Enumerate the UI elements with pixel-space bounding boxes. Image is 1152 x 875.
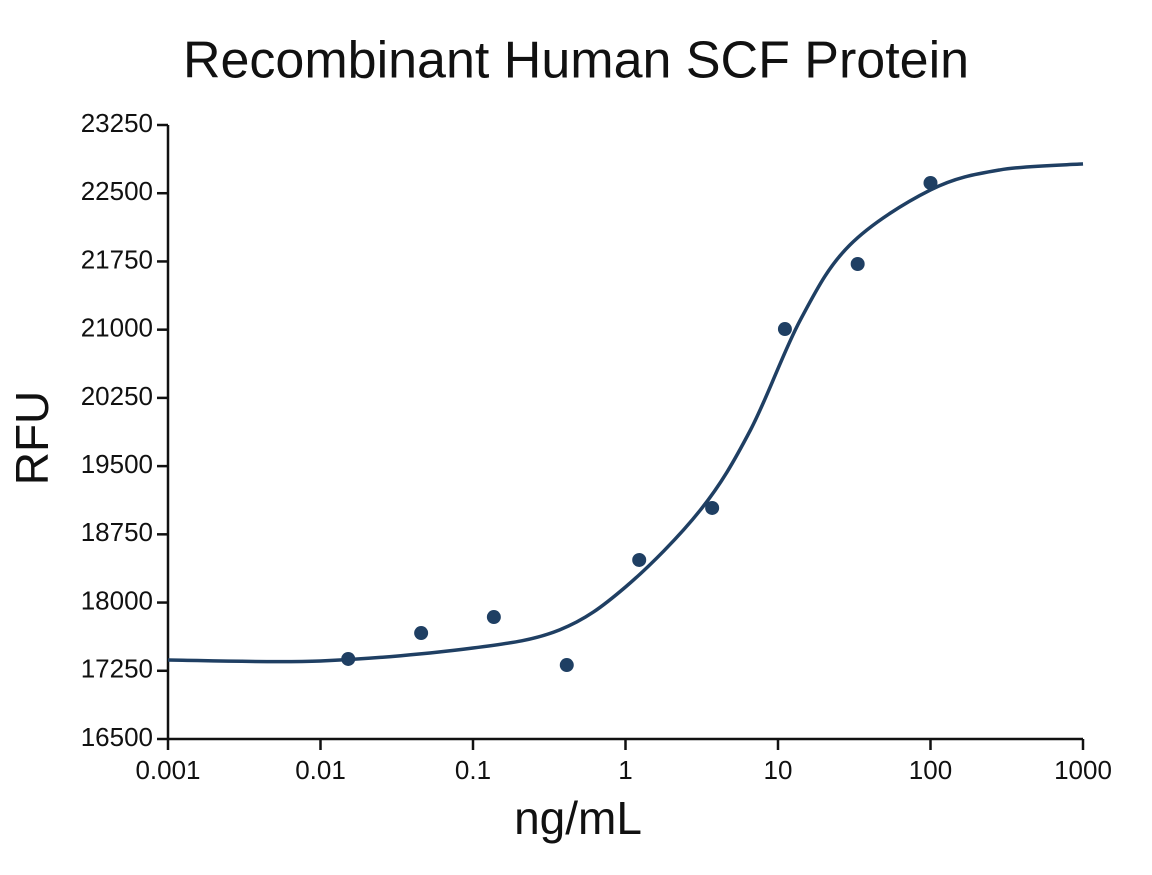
y-tick-label: 18000: [81, 585, 153, 615]
chart-title: Recombinant Human SCF Protein: [183, 32, 969, 90]
y-tick-label: 19500: [81, 449, 153, 479]
data-point: [559, 658, 574, 673]
data-point: [632, 552, 647, 567]
fit-curve: [167, 162, 1084, 664]
x-tick-label: 100: [909, 755, 952, 785]
x-tick-label: 0.01: [295, 755, 346, 785]
y-tick-label: 17250: [81, 654, 153, 684]
y-tick-label: 21000: [81, 313, 153, 343]
x-tick-label: 10: [764, 755, 793, 785]
x-tick-label: 1000: [1054, 755, 1112, 785]
x-tick-label: 0.1: [455, 755, 491, 785]
y-tick-label: 23250: [81, 108, 153, 138]
data-point: [850, 256, 865, 271]
data-point: [414, 626, 429, 641]
y-tick-label: 21750: [81, 244, 153, 274]
y-tick-label: 16500: [81, 722, 153, 752]
data-point: [777, 322, 792, 337]
y-tick-label: 22500: [81, 176, 153, 206]
x-tick-label: 0.001: [135, 755, 200, 785]
data-point: [705, 500, 720, 515]
y-tick-label: 18750: [81, 517, 153, 547]
x-axis-title: ng/mL: [514, 792, 642, 844]
x-tick-label: 1: [618, 755, 632, 785]
y-tick-label: 20250: [81, 381, 153, 411]
y-axis-title: RFU: [6, 391, 58, 486]
data-point: [486, 610, 501, 625]
